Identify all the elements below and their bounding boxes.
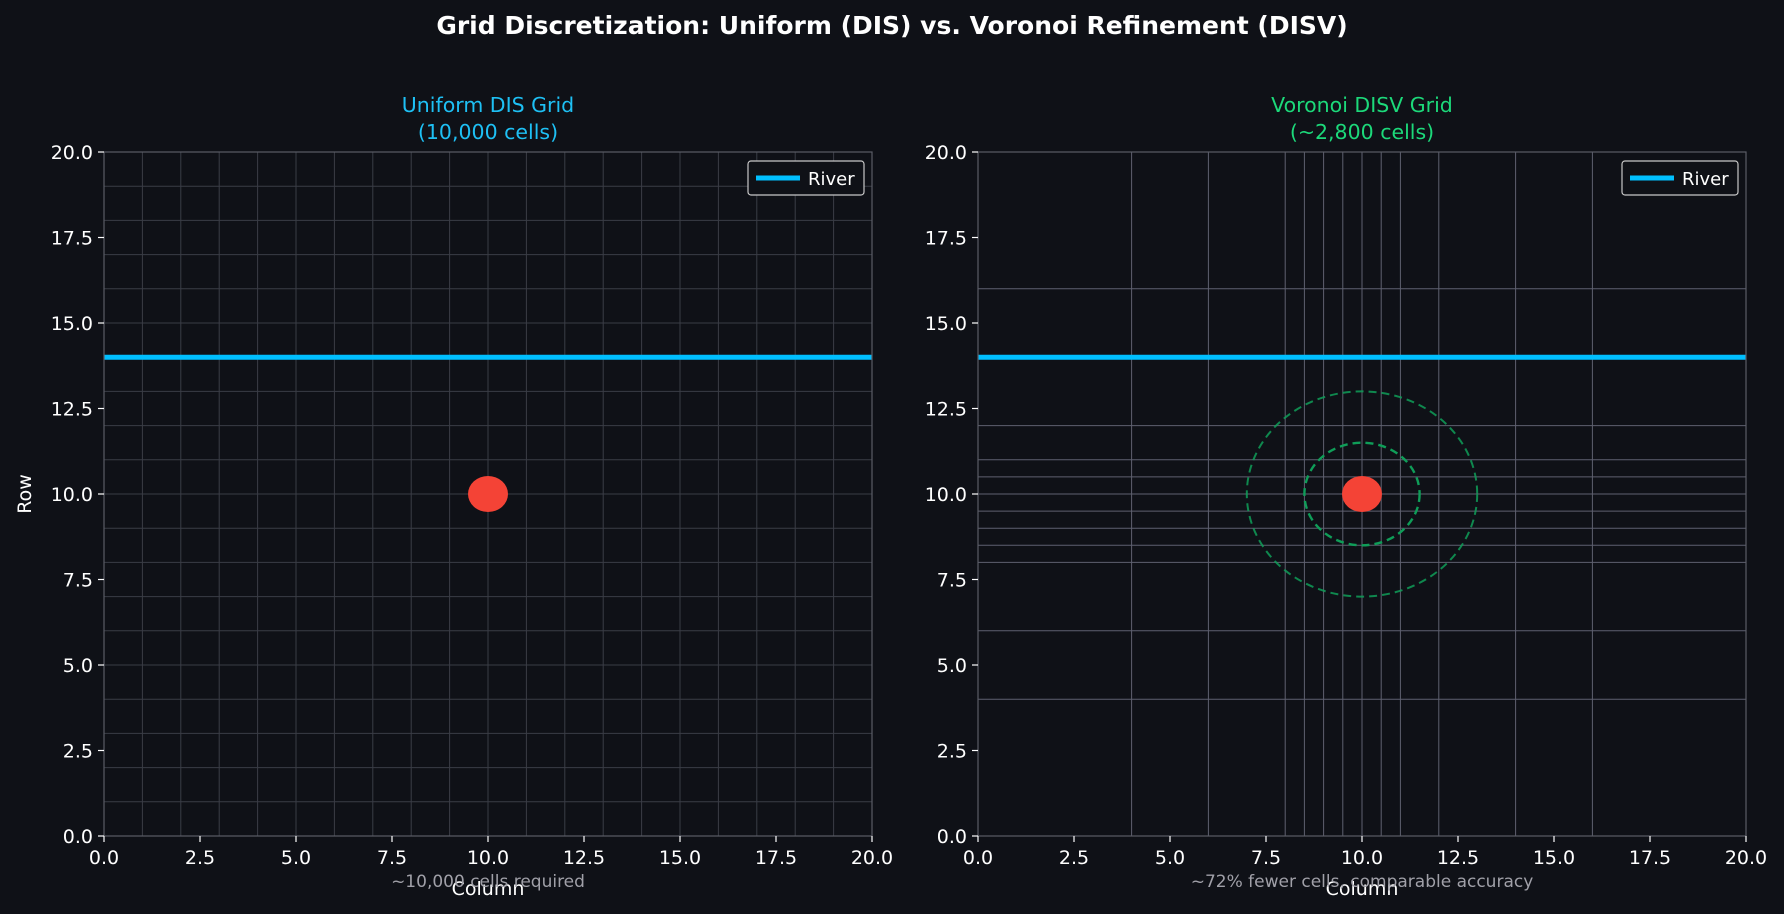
well-marker bbox=[1342, 476, 1382, 512]
y-tick-label: 0.0 bbox=[63, 826, 93, 848]
panel-1: 0.0 2.5 5.0 7.5 10.0 12.5 15.0 17.5 20.0 0.0 2.5 5.… bbox=[14, 93, 893, 900]
y-tick-label: 15.0 bbox=[51, 313, 93, 335]
panel-title: Uniform DIS Grid bbox=[402, 93, 574, 117]
panel-annotation: ~72% fewer cells, comparable accuracy bbox=[1191, 872, 1534, 892]
x-tick-label: 20.0 bbox=[1725, 847, 1767, 869]
figure-title: Grid Discretization: Uniform (DIS) vs. V… bbox=[436, 11, 1347, 40]
panel-annotation: ~10,000 cells required bbox=[391, 872, 585, 892]
legend-label-river: River bbox=[808, 169, 855, 190]
x-axis-label: Column bbox=[452, 878, 525, 900]
x-tick-label: 2.5 bbox=[185, 847, 215, 869]
y-tick-label: 12.5 bbox=[51, 399, 93, 421]
y-axis-label: Row bbox=[14, 474, 36, 514]
legend-box bbox=[747, 160, 865, 196]
legend-label-river: River bbox=[1682, 169, 1729, 190]
y-tick-label: 12.5 bbox=[925, 399, 967, 421]
x-tick-label: 7.5 bbox=[1251, 847, 1281, 869]
x-tick-label: 20.0 bbox=[851, 847, 893, 869]
y-tick-label: 2.5 bbox=[937, 741, 967, 763]
y-tick-label: 5.0 bbox=[937, 655, 967, 677]
x-tick-label: 10.0 bbox=[467, 847, 509, 869]
y-tick-label: 17.5 bbox=[51, 228, 93, 250]
panel-subtitle: (~2,800 cells) bbox=[1290, 120, 1434, 144]
well-marker bbox=[468, 476, 508, 512]
legend-box bbox=[1621, 160, 1739, 196]
panel-title: Voronoi DISV Grid bbox=[1271, 93, 1453, 117]
panel-subtitle: (10,000 cells) bbox=[418, 120, 558, 144]
x-tick-label: 0.0 bbox=[963, 847, 993, 869]
refinement-circle bbox=[1245, 390, 1479, 598]
x-tick-label: 0.0 bbox=[89, 847, 119, 869]
y-tick-label: 10.0 bbox=[51, 484, 93, 506]
y-tick-label: 2.5 bbox=[63, 741, 93, 763]
x-tick-label: 15.0 bbox=[659, 847, 701, 869]
legend: River bbox=[1621, 160, 1739, 196]
x-tick-label: 12.5 bbox=[1437, 847, 1479, 869]
y-tick-label: 7.5 bbox=[937, 570, 967, 592]
x-tick-label: 2.5 bbox=[1059, 847, 1089, 869]
y-tick-label: 20.0 bbox=[51, 142, 93, 164]
x-tick-label: 17.5 bbox=[755, 847, 797, 869]
y-tick-label: 17.5 bbox=[925, 228, 967, 250]
x-tick-label: 10.0 bbox=[1341, 847, 1383, 869]
y-tick-label: 20.0 bbox=[925, 142, 967, 164]
y-tick-label: 7.5 bbox=[63, 570, 93, 592]
y-tick-label: 15.0 bbox=[925, 313, 967, 335]
x-axis-label: Column bbox=[1326, 878, 1399, 900]
x-tick-label: 15.0 bbox=[1533, 847, 1575, 869]
y-tick-label: 10.0 bbox=[925, 484, 967, 506]
y-tick-label: 5.0 bbox=[63, 655, 93, 677]
x-tick-label: 5.0 bbox=[1155, 847, 1185, 869]
legend: River bbox=[747, 160, 865, 196]
x-tick-label: 17.5 bbox=[1629, 847, 1671, 869]
panel-2: 0.0 2.5 5.0 7.5 10.0 12.5 15.0 17.5 20.0 0.0 2.5 5.… bbox=[925, 93, 1767, 900]
x-tick-label: 7.5 bbox=[377, 847, 407, 869]
x-tick-label: 5.0 bbox=[281, 847, 311, 869]
refinement-circle bbox=[1303, 441, 1421, 547]
y-tick-label: 0.0 bbox=[937, 826, 967, 848]
x-tick-label: 12.5 bbox=[563, 847, 605, 869]
